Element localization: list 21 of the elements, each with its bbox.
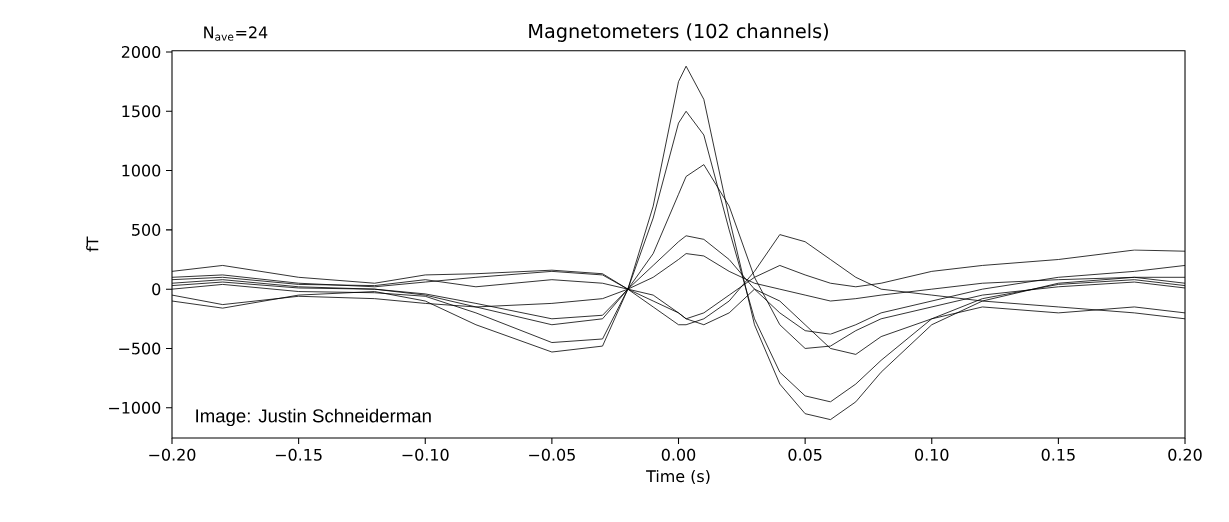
x-axis-title: Time (s) xyxy=(646,469,710,485)
x-tick-label: −0.15 xyxy=(275,448,322,461)
y-tick-label: −500 xyxy=(119,342,161,355)
x-tick-label: 0.20 xyxy=(1168,448,1202,461)
y-tick-label: 0 xyxy=(152,283,161,296)
x-tick-label: 0.05 xyxy=(788,448,822,461)
chart-title: Magnetometers (102 channels) xyxy=(529,23,828,42)
text: N$_{ave}$=24 xyxy=(204,26,268,41)
y-tick-label: 500 xyxy=(132,223,161,236)
x-tick-label: 0.00 xyxy=(661,448,696,461)
x-tick-label: −0.10 xyxy=(402,448,449,461)
x-tick-label: 0.15 xyxy=(1041,448,1075,461)
x-tick-label: −0.05 xyxy=(529,448,575,461)
annotation: Image: Justin Schneiderman xyxy=(196,408,431,427)
y-tick-label: 1000 xyxy=(122,164,161,177)
y-tick-label: 1500 xyxy=(122,105,161,118)
x-tick-label: 0.10 xyxy=(915,448,949,461)
y-tick-label: −1000 xyxy=(109,401,161,414)
y-axis-title: fT xyxy=(86,236,99,252)
y-tick-label: 2000 xyxy=(121,45,161,58)
x-tick-label: −0.20 xyxy=(149,448,196,461)
